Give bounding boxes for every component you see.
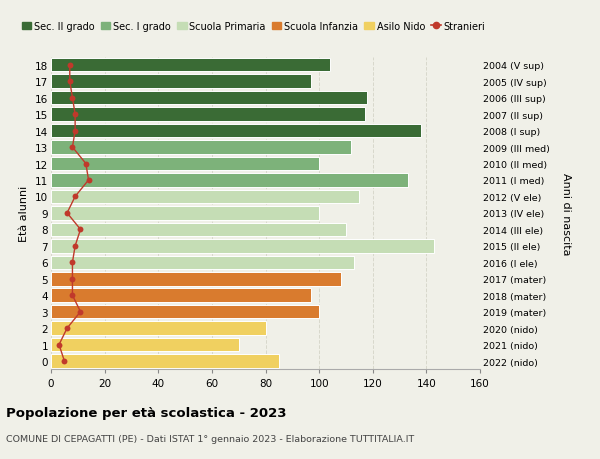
Bar xyxy=(51,272,341,286)
Bar xyxy=(51,75,311,89)
Legend: Sec. II grado, Sec. I grado, Scuola Primaria, Scuola Infanzia, Asilo Nido, Stran: Sec. II grado, Sec. I grado, Scuola Prim… xyxy=(22,22,485,32)
Bar xyxy=(51,223,346,236)
Point xyxy=(68,292,77,299)
Bar xyxy=(51,108,365,122)
Point xyxy=(84,177,94,184)
Point xyxy=(70,128,80,135)
Point xyxy=(68,275,77,283)
Bar xyxy=(51,124,421,138)
Point xyxy=(68,144,77,151)
Point xyxy=(54,341,64,348)
Y-axis label: Età alunni: Età alunni xyxy=(19,185,29,241)
Bar xyxy=(51,289,311,302)
Bar xyxy=(51,157,319,171)
Point xyxy=(76,308,85,316)
Point xyxy=(68,259,77,266)
Bar xyxy=(51,354,279,368)
Bar xyxy=(51,190,359,204)
Bar xyxy=(51,256,354,269)
Point xyxy=(70,111,80,118)
Bar xyxy=(51,322,266,335)
Bar xyxy=(51,141,352,155)
Text: Popolazione per età scolastica - 2023: Popolazione per età scolastica - 2023 xyxy=(6,406,287,419)
Point xyxy=(76,226,85,234)
Y-axis label: Anni di nascita: Anni di nascita xyxy=(561,172,571,255)
Bar xyxy=(51,207,319,220)
Point xyxy=(68,95,77,102)
Bar xyxy=(51,59,330,73)
Bar xyxy=(51,92,367,105)
Point xyxy=(59,358,69,365)
Point xyxy=(65,62,74,69)
Point xyxy=(70,243,80,250)
Point xyxy=(70,193,80,201)
Bar xyxy=(51,240,434,253)
Bar xyxy=(51,305,319,319)
Point xyxy=(62,325,72,332)
Bar xyxy=(51,338,239,352)
Point xyxy=(62,210,72,217)
Point xyxy=(65,78,74,86)
Text: COMUNE DI CEPAGATTI (PE) - Dati ISTAT 1° gennaio 2023 - Elaborazione TUTTITALIA.: COMUNE DI CEPAGATTI (PE) - Dati ISTAT 1°… xyxy=(6,434,414,443)
Bar xyxy=(51,174,407,187)
Point xyxy=(81,161,91,168)
